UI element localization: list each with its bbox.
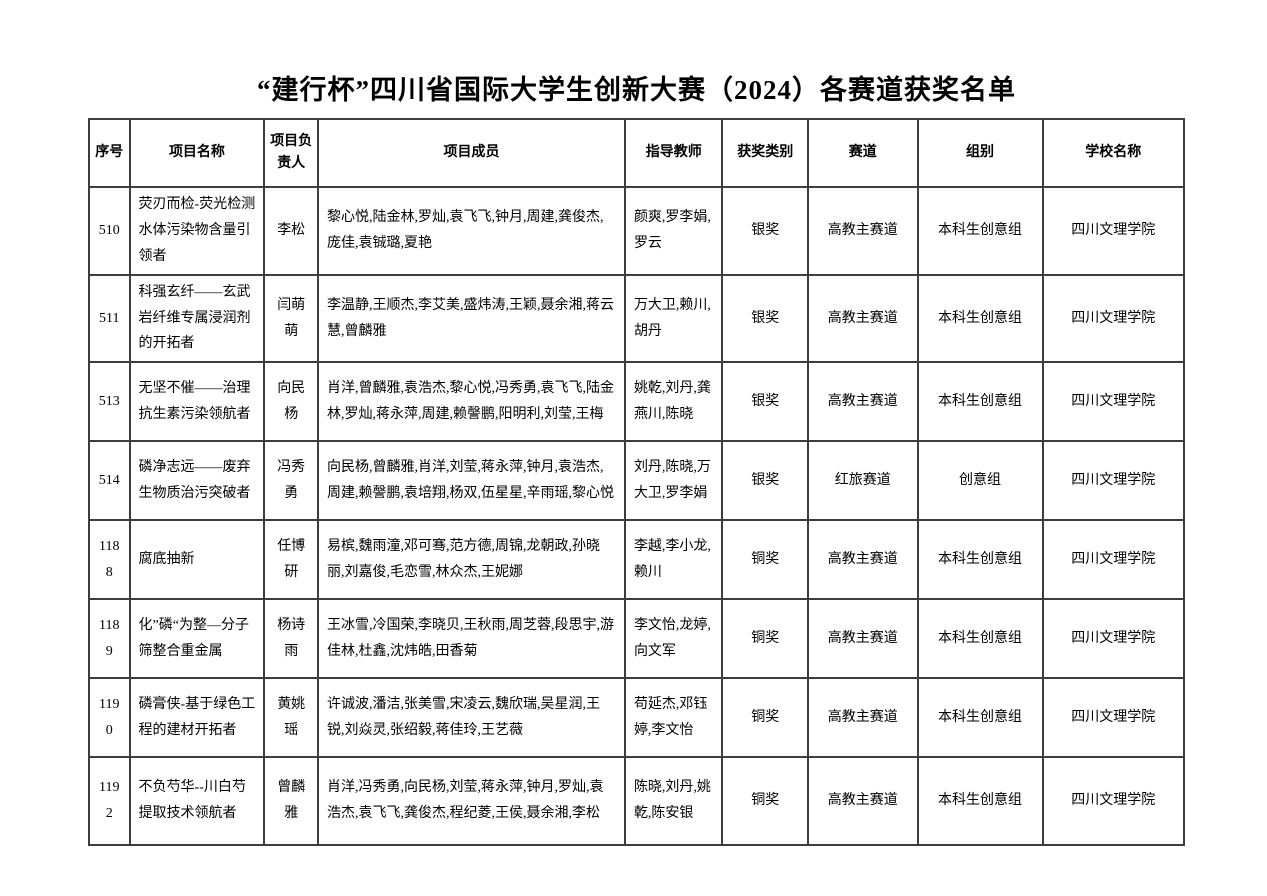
cell-no: 513 [88, 361, 131, 443]
cell-project-members: 易槟,魏雨潼,邓可骞,范方德,周锦,龙朝政,孙晓丽,刘嘉俊,毛恋雪,林众杰,王妮… [317, 519, 626, 601]
cell-award-category: 银奖 [721, 186, 809, 276]
cell-school-name: 四川文理学院 [1041, 361, 1186, 443]
cell-project-name: 磷净志远——废弃生物质治污突破者 [128, 440, 266, 522]
header-school-name: 学校名称 [1041, 118, 1186, 188]
cell-award-category: 铜奖 [721, 598, 809, 680]
cell-school-name: 四川文理学院 [1041, 519, 1186, 601]
cell-award-category: 铜奖 [721, 756, 809, 847]
cell-school-name: 四川文理学院 [1041, 598, 1186, 680]
cell-track: 高教主赛道 [806, 273, 919, 364]
header-project-leader: 项目负责人 [263, 118, 320, 188]
cell-group: 本科生创意组 [916, 186, 1044, 276]
table-row: 1189 化”磷“为整—分子筛整合重金属 杨诗雨 王冰雪,冷国荣,李晓贝,王秋雨… [88, 598, 1186, 680]
cell-advisors: 颜爽,罗李娟,罗云 [623, 186, 724, 276]
cell-award-category: 银奖 [721, 273, 809, 364]
cell-school-name: 四川文理学院 [1041, 440, 1186, 522]
header-project-members: 项目成员 [317, 118, 626, 188]
cell-award-category: 铜奖 [721, 519, 809, 601]
cell-award-category: 银奖 [721, 440, 809, 522]
header-row: 序号 项目名称 项目负责人 项目成员 指导教师 获奖类别 赛道 组别 学校名称 [88, 118, 1186, 188]
page-title: “建行杯”四川省国际大学生创新大赛（2024）各赛道获奖名单 [257, 75, 1016, 105]
cell-group: 创意组 [916, 440, 1044, 522]
cell-project-leader: 闫萌萌 [263, 273, 320, 364]
cell-advisors: 刘丹,陈晓,万大卫,罗李娟 [623, 440, 724, 522]
cell-project-name: 科强玄纤——玄武岩纤维专属浸润剂的开拓者 [128, 273, 266, 364]
cell-track: 高教主赛道 [806, 186, 919, 276]
header-project-name: 项目名称 [128, 118, 266, 188]
cell-advisors: 万大卫,赖川,胡丹 [623, 273, 724, 364]
cell-advisors: 苟延杰,邓钰婷,李文怡 [623, 677, 724, 759]
cell-project-members: 肖洋,冯秀勇,向民杨,刘莹,蒋永萍,钟月,罗灿,袁浩杰,袁飞飞,龚俊杰,程纪菱,… [317, 756, 626, 847]
cell-project-leader: 曾麟雅 [263, 756, 320, 847]
cell-no: 511 [88, 273, 131, 364]
header-group: 组别 [916, 118, 1044, 188]
cell-school-name: 四川文理学院 [1041, 186, 1186, 276]
cell-award-category: 银奖 [721, 361, 809, 443]
cell-advisors: 李文怡,龙婷,向文军 [623, 598, 724, 680]
cell-no: 1188 [88, 519, 131, 601]
table-row: 1190 磷膏侠-基于绿色工程的建材开拓者 黄姚瑶 许诚波,潘洁,张美雪,宋凌云… [88, 677, 1186, 759]
cell-track: 高教主赛道 [806, 756, 919, 847]
cell-project-leader: 李松 [263, 186, 320, 276]
cell-project-name: 磷膏侠-基于绿色工程的建材开拓者 [128, 677, 266, 759]
table-row: 510 荧刃而检-荧光检测水体污染物含量引领者 李松 黎心悦,陆金林,罗灿,袁飞… [88, 186, 1186, 276]
cell-track: 高教主赛道 [806, 519, 919, 601]
cell-no: 1190 [88, 677, 131, 759]
cell-track: 高教主赛道 [806, 598, 919, 680]
cell-project-leader: 任博研 [263, 519, 320, 601]
header-no: 序号 [88, 118, 131, 188]
cell-no: 514 [88, 440, 131, 522]
cell-school-name: 四川文理学院 [1041, 756, 1186, 847]
cell-advisors: 陈晓,刘丹,姚乾,陈安银 [623, 756, 724, 847]
cell-project-members: 肖洋,曾麟雅,袁浩杰,黎心悦,冯秀勇,袁飞飞,陆金林,罗灿,蒋永萍,周建,赖謦鹏… [317, 361, 626, 443]
table-row: 513 无坚不催——治理抗生素污染领航者 向民杨 肖洋,曾麟雅,袁浩杰,黎心悦,… [88, 361, 1186, 443]
cell-project-members: 许诚波,潘洁,张美雪,宋凌云,魏欣瑞,吴星润,王锐,刘焱灵,张绍毅,蒋佳玲,王艺… [317, 677, 626, 759]
cell-project-name: 不负芍华--川白芍提取技术领航者 [128, 756, 266, 847]
cell-project-name: 化”磷“为整—分子筛整合重金属 [128, 598, 266, 680]
table-row: 1188 腐底抽新 任博研 易槟,魏雨潼,邓可骞,范方德,周锦,龙朝政,孙晓丽,… [88, 519, 1186, 601]
table-row: 511 科强玄纤——玄武岩纤维专属浸润剂的开拓者 闫萌萌 李温静,王顺杰,李艾美… [88, 273, 1186, 364]
cell-advisors: 姚乾,刘丹,龚燕川,陈晓 [623, 361, 724, 443]
cell-group: 本科生创意组 [916, 756, 1044, 847]
cell-group: 本科生创意组 [916, 273, 1044, 364]
cell-track: 高教主赛道 [806, 361, 919, 443]
cell-group: 本科生创意组 [916, 361, 1044, 443]
award-table: 序号 项目名称 项目负责人 项目成员 指导教师 获奖类别 赛道 组别 学校名称 … [88, 118, 1186, 847]
cell-track: 红旅赛道 [806, 440, 919, 522]
cell-project-leader: 冯秀勇 [263, 440, 320, 522]
header-track: 赛道 [806, 118, 919, 188]
cell-project-leader: 向民杨 [263, 361, 320, 443]
cell-project-members: 李温静,王顺杰,李艾美,盛炜涛,王颖,聂余湘,蒋云慧,曾麟雅 [317, 273, 626, 364]
cell-project-name: 荧刃而检-荧光检测水体污染物含量引领者 [128, 186, 266, 276]
cell-project-members: 黎心悦,陆金林,罗灿,袁飞飞,钟月,周建,龚俊杰,庞佳,袁铖璐,夏艳 [317, 186, 626, 276]
cell-school-name: 四川文理学院 [1041, 677, 1186, 759]
cell-project-name: 腐底抽新 [128, 519, 266, 601]
cell-group: 本科生创意组 [916, 519, 1044, 601]
cell-no: 1189 [88, 598, 131, 680]
cell-project-leader: 黄姚瑶 [263, 677, 320, 759]
cell-school-name: 四川文理学院 [1041, 273, 1186, 364]
cell-project-members: 王冰雪,冷国荣,李晓贝,王秋雨,周芝蓉,段思宇,游佳林,杜鑫,沈炜皓,田香菊 [317, 598, 626, 680]
cell-award-category: 铜奖 [721, 677, 809, 759]
cell-project-members: 向民杨,曾麟雅,肖洋,刘莹,蒋永萍,钟月,袁浩杰,周建,赖謦鹏,袁培翔,杨双,伍… [317, 440, 626, 522]
cell-group: 本科生创意组 [916, 598, 1044, 680]
cell-advisors: 李越,李小龙,赖川 [623, 519, 724, 601]
table-row: 514 磷净志远——废弃生物质治污突破者 冯秀勇 向民杨,曾麟雅,肖洋,刘莹,蒋… [88, 440, 1186, 522]
cell-project-leader: 杨诗雨 [263, 598, 320, 680]
cell-track: 高教主赛道 [806, 677, 919, 759]
cell-no: 1192 [88, 756, 131, 847]
cell-project-name: 无坚不催——治理抗生素污染领航者 [128, 361, 266, 443]
header-advisors: 指导教师 [623, 118, 724, 188]
cell-no: 510 [88, 186, 131, 276]
table-row: 1192 不负芍华--川白芍提取技术领航者 曾麟雅 肖洋,冯秀勇,向民杨,刘莹,… [88, 756, 1186, 847]
cell-group: 本科生创意组 [916, 677, 1044, 759]
header-award-category: 获奖类别 [721, 118, 809, 188]
